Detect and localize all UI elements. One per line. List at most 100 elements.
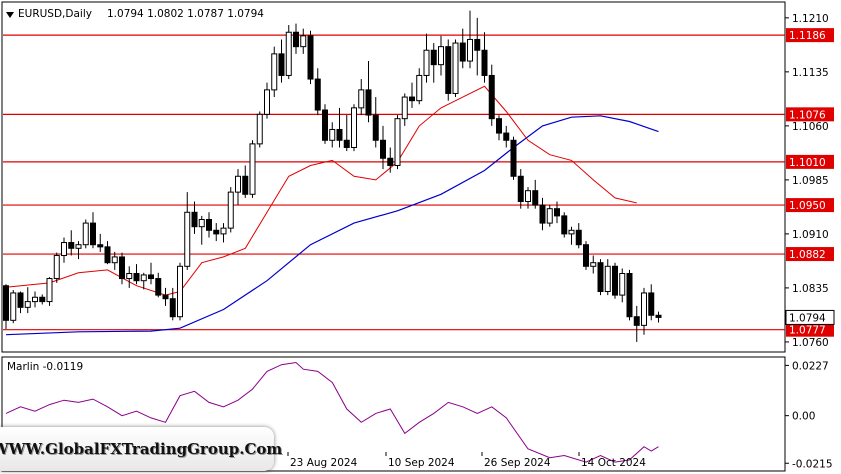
candle-body-56	[409, 96, 415, 102]
oscillator-line	[5, 361, 659, 463]
candle-body-65	[474, 38, 481, 51]
candle-body-9	[68, 242, 75, 249]
collapse-triangle-icon[interactable]	[6, 12, 14, 18]
candle-body-47	[343, 139, 350, 148]
candle-body-26	[191, 211, 198, 228]
candle-body-61	[445, 46, 452, 94]
candle-body-11	[82, 222, 89, 246]
candle-body-43	[314, 78, 321, 111]
candle-body-66	[481, 49, 488, 76]
candle-body-0	[3, 285, 9, 321]
candle-body-40	[293, 31, 299, 48]
candle-body-23	[169, 298, 176, 318]
candle-body-89	[648, 292, 655, 316]
level-tag-1	[786, 107, 834, 122]
candle-body-41	[300, 35, 307, 48]
candle-body-3	[24, 301, 31, 308]
candle-body-49	[358, 89, 365, 109]
osc-tick-label-1: 0.00	[792, 411, 815, 423]
candle-body-63	[459, 42, 466, 62]
candle-body-90	[655, 314, 662, 318]
level-tag-2	[786, 154, 834, 169]
osc-tick-label-2: -0.0215	[792, 458, 833, 470]
candle-body-35	[256, 113, 263, 145]
candle-body-67	[488, 74, 495, 120]
candle-body-13	[97, 244, 104, 248]
level-tag-0	[786, 28, 834, 43]
level-tag-4	[786, 247, 834, 262]
watermark-banner: WWW.GlobalFXTradingGroup.Com	[0, 427, 282, 471]
candle-body-74	[539, 204, 546, 224]
candle-body-53	[387, 157, 394, 166]
time-tick-label-0: 23 Aug 2024	[290, 457, 358, 469]
price-tick-label-6: 1.0760	[792, 337, 829, 349]
time-tick-label-1: 10 Sep 2024	[388, 457, 455, 469]
candle-body-31	[227, 191, 234, 229]
candle-body-29	[213, 229, 220, 235]
candle-body-8	[61, 242, 67, 256]
candle-body-79	[575, 229, 582, 246]
moving-averages	[5, 85, 659, 336]
price-panel[interactable]	[1, 1, 786, 353]
candle-body-59	[430, 49, 437, 66]
candle-body-20	[148, 274, 154, 280]
candle-body-83	[604, 265, 611, 293]
level-label-2: 1.1010	[789, 157, 826, 169]
candle-body-12	[90, 222, 96, 246]
candle-body-76	[554, 208, 560, 217]
candle-body-4	[32, 296, 38, 303]
candle-body-84	[612, 265, 618, 296]
candle-body-81	[590, 262, 597, 267]
candle-body-19	[140, 274, 147, 282]
candle-body-85	[619, 273, 626, 296]
ohlc-readout: 1.0794 1.0802 1.0787 1.0794	[107, 8, 264, 20]
ma-fast-line	[5, 85, 637, 296]
candle-body-68	[496, 118, 502, 134]
candle-body-34	[249, 143, 256, 195]
level-tag-5	[786, 322, 834, 337]
candle-body-58	[423, 49, 430, 76]
current-price-tag	[785, 309, 835, 325]
candle-body-87	[633, 316, 640, 326]
candle-body-71	[517, 175, 524, 202]
candle-body-45	[329, 128, 336, 141]
ma-slow-line	[5, 115, 659, 336]
candle-body-24	[177, 265, 183, 318]
candle-body-10	[75, 244, 82, 249]
candle-body-38	[278, 53, 285, 76]
price-tick-label-2: 1.1060	[792, 121, 829, 133]
time-axis: 23 Aug 2024 10 Sep 2024 26 Sep 2024 14 Oct …	[287, 452, 646, 469]
candles	[3, 10, 662, 342]
candle-body-33	[242, 175, 249, 195]
candle-body-70	[510, 139, 517, 177]
candle-body-44	[322, 109, 328, 141]
candle-body-88	[641, 292, 647, 326]
candle-body-50	[365, 89, 372, 116]
candle-body-36	[264, 89, 270, 115]
osc-tick-label-0: 0.0227	[792, 360, 829, 372]
candle-body-75	[546, 208, 553, 224]
candle-body-17	[126, 273, 133, 280]
candle-body-77	[561, 215, 568, 235]
level-lines: 1.1186 1.1076 1.1010 1.0950 1.0882 1.0777	[3, 28, 834, 337]
candle-body-32	[235, 175, 241, 193]
candle-body-69	[503, 132, 510, 141]
candle-body-1	[10, 292, 17, 321]
level-label-0: 1.1186	[789, 30, 826, 42]
price-tick-label-4: 1.0910	[792, 229, 829, 241]
candle-body-52	[380, 139, 386, 159]
candle-body-22	[162, 294, 169, 300]
candle-body-51	[372, 114, 379, 141]
price-tick-label-0: 1.1210	[792, 13, 829, 25]
candle-body-15	[111, 256, 118, 264]
candle-body-30	[220, 227, 227, 235]
candle-body-78	[568, 229, 575, 235]
candle-body-55	[401, 96, 408, 120]
current-price-label: 1.0794	[789, 312, 826, 324]
candle-body-80	[583, 244, 589, 267]
time-tick-label-3: 14 Oct 2024	[581, 457, 646, 469]
level-label-4: 1.0882	[789, 249, 826, 261]
level-label-5: 1.0777	[789, 325, 826, 337]
oscillator-axis: 0.0227 0.00 -0.0215	[785, 360, 833, 470]
